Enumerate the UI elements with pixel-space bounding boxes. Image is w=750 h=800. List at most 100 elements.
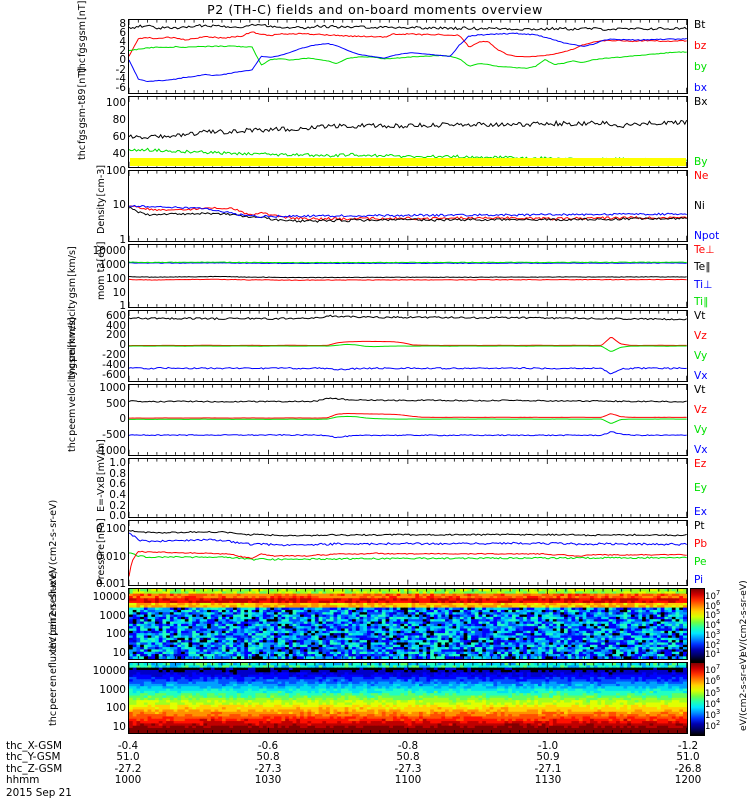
ytick-peim-velocity-5: -400 [102, 359, 126, 372]
colorbar-tick: 101 [705, 648, 720, 659]
ytick-pressure-2: 0.001 [95, 578, 126, 591]
colorbar-tick-base: 10 [705, 591, 716, 602]
ytick-pressure-1: 0.010 [95, 550, 126, 563]
series-Vx [129, 431, 687, 439]
ylabel-word: sr-eV) [47, 499, 59, 528]
x-axis-tick-value: -27.3 [394, 762, 422, 775]
legend-evxb-Ey: Ey [694, 482, 707, 494]
series-Vz [129, 337, 687, 347]
series-bz [129, 31, 687, 58]
ylabel-word: Density [95, 197, 107, 234]
colorbar-tick-exp: 2 [715, 719, 721, 728]
x-axis-row-label-thc_Y-GSM: thc_Y-GSM [6, 751, 61, 764]
ylabel-word: [eV] [95, 241, 107, 262]
ytick-fgs-gsm-t89-0: 100 [105, 97, 126, 110]
ylabel-word: thc [76, 144, 88, 160]
ylabel-word: fgs [76, 41, 88, 57]
colorbar-tick-exp: 2 [715, 637, 721, 646]
colorbar-tick: 106 [705, 599, 720, 612]
ylabel-word: thc [67, 436, 78, 452]
series-Vx [129, 366, 687, 375]
ytick-fgs-gsm-5: -2 [115, 63, 126, 76]
ylabel-word: [nT] [76, 68, 88, 88]
ytick-peim-velocity-4: -200 [102, 349, 126, 362]
panel-fgs-gsm [128, 19, 688, 94]
series-Npot [129, 204, 687, 218]
colorbar-tick-base: 10 [705, 650, 716, 661]
series-Vt [129, 314, 687, 321]
legend-pressure-Pe: Pe [694, 556, 707, 568]
colorbar-tick: 102 [705, 637, 721, 651]
colorbar-tick: 104 [705, 619, 720, 630]
ytick-mom-t3-0: 10000 [92, 245, 126, 258]
ytick-peir-spectrogram-3: 10 [112, 646, 126, 659]
ytick-fgs-gsm-t89-2: 60 [112, 131, 126, 144]
panel-plot-pressure [129, 521, 687, 585]
colorbar-tick-base: 10 [705, 601, 716, 612]
ylabel-word: gsm [76, 20, 88, 41]
legend-peim-Vy: Vy [694, 350, 708, 362]
x-axis-tick-value: 50.9 [536, 751, 560, 764]
colorbar-tick-base: 10 [705, 640, 716, 651]
colorbar-tick-exp: 3 [715, 627, 721, 636]
legend-peim-Vz: Vz [694, 330, 707, 342]
ytick-peim-velocity-6: -600 [102, 369, 126, 382]
panel-plot-peir-spectrogram [129, 589, 687, 659]
colorbar-unit-label: eV/(cm2-s-sr-eV) [738, 580, 749, 657]
ytick-peem-velocity-4: -1000 [95, 445, 126, 458]
legend-peem-Vz: Vz [694, 404, 707, 416]
ylabel-peem-velocity: thc peem velocity gsm [km/s] [67, 317, 78, 452]
series-Ti∥ [129, 261, 687, 264]
legend-peim-Vx: Vx [694, 370, 708, 382]
x-axis-tick-value: -27.1 [534, 762, 562, 775]
state-bar-yellow [130, 158, 686, 166]
colorbar-tick-exp: 4 [715, 618, 721, 627]
legend-peim-Vt: Vt [694, 310, 706, 322]
panel-mom-t3 [128, 244, 688, 308]
legend-momt3-Ti: Ti⊥ [694, 278, 713, 291]
series-by [129, 45, 687, 69]
ytick-mom-t3-3: 10 [112, 286, 126, 299]
x-axis-tick-value: 1000 [114, 774, 142, 787]
ytick-mom-t3-1: 1000 [99, 258, 126, 271]
panel-plot-fgs-gsm [129, 20, 687, 93]
x-axis-tick-value: 1200 [674, 774, 702, 787]
ylabel-fgs-gsm-t89: thc fgs gsm-t89 [nT] [76, 68, 88, 160]
legend-fgs_t89-Bx: Bx [694, 96, 708, 108]
colorbar-tick: 103 [705, 709, 720, 720]
series-Pi [129, 550, 687, 577]
x-axis-row-label-thc_X-GSM: thc_X-GSM [6, 740, 62, 752]
panel-peem-velocity [128, 384, 688, 456]
series-Te⊥ [129, 278, 687, 281]
legend-momt3-Te: Te∥ [694, 261, 711, 274]
colorbar-tick: 107 [705, 590, 720, 601]
series-bx [129, 32, 687, 82]
colorbar-tick-base: 10 [705, 722, 716, 733]
colorbar-tick-base: 10 [705, 710, 716, 721]
series-Bt [129, 23, 687, 31]
ylabel-word: [km/s] [67, 246, 78, 277]
panel-plot-density [129, 171, 687, 241]
ylabel-word: gsm-t89 [76, 88, 88, 129]
ylabel-word: velocity [67, 370, 78, 408]
colorbar-tick-exp: 5 [715, 608, 721, 617]
x-axis-tick-value: 51.0 [116, 751, 140, 764]
ytick-peer-spectrogram-2: 100 [105, 702, 126, 715]
ylabel-word: eflux [47, 650, 59, 675]
series-Ni [129, 206, 687, 223]
colorbar-tick: 103 [705, 629, 720, 640]
panel-fgs-gsm-t89 [128, 96, 688, 168]
peer-colorbar [690, 662, 705, 736]
colorbar-tick-base: 10 [705, 611, 716, 622]
x-axis-tick-value: 1030 [254, 774, 282, 787]
ytick-peem-velocity-2: 0 [119, 413, 126, 426]
colorbar-tick-base: 10 [705, 630, 716, 641]
colorbar-tick-base: 10 [705, 688, 716, 699]
ytick-peir-spectrogram-1: 1000 [99, 609, 126, 622]
ylabel-word: peem [67, 408, 78, 436]
panel-plot-peim-velocity [129, 311, 687, 381]
panel-peim-velocity [128, 310, 688, 382]
date-label: 2015 Sep 21 [6, 786, 72, 799]
legend-pressure-Pi: Pi [694, 574, 704, 586]
